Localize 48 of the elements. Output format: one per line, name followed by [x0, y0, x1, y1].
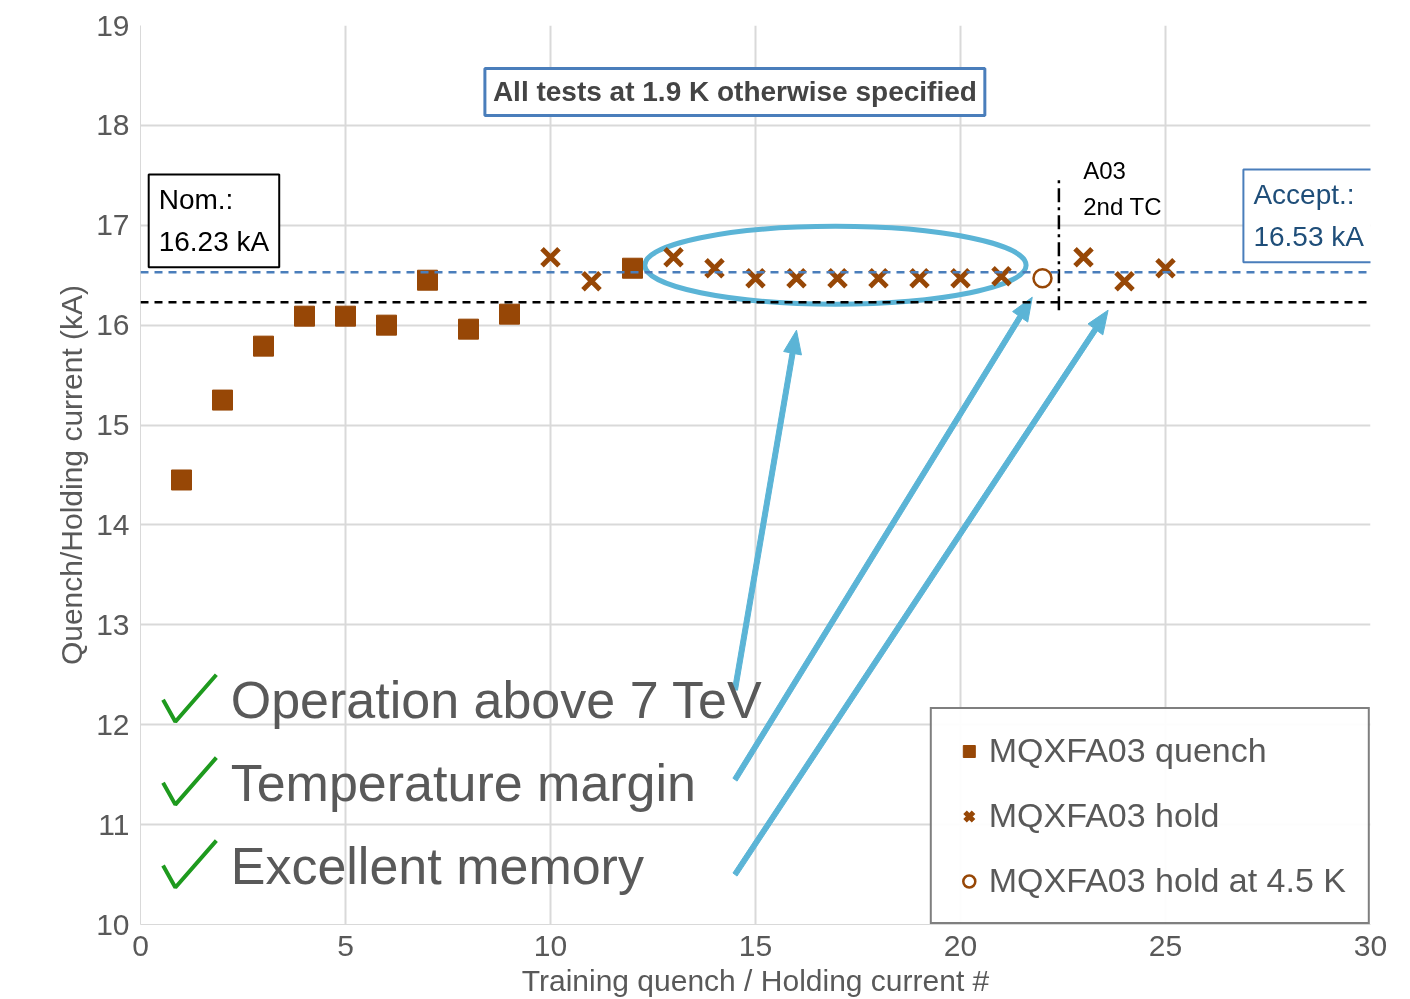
- y-tick-label: 18: [96, 108, 130, 142]
- point: [212, 389, 233, 411]
- point: [539, 246, 562, 269]
- y-tick-label: 11: [98, 807, 130, 841]
- point: [662, 246, 685, 269]
- point: [703, 257, 726, 280]
- x-tick-label: 25: [1148, 928, 1183, 962]
- point: [253, 335, 274, 357]
- y-tick-label: 16: [96, 308, 130, 342]
- point: [376, 314, 397, 336]
- annotation: Operation above 7 TeV: [230, 670, 762, 729]
- x-axis-title: Training quench / Holding current #: [521, 963, 990, 997]
- legend-label: MQXFA03 hold: [988, 796, 1220, 835]
- annotation: Temperature margin: [230, 753, 697, 812]
- x-tick-label: 30: [1353, 928, 1388, 962]
- y-tick-label: 19: [96, 8, 130, 42]
- legend-label: MQXFA03 hold at 4.5 K: [988, 861, 1346, 900]
- point: [335, 305, 356, 327]
- point: [622, 257, 643, 279]
- y-tick-label: 13: [96, 607, 130, 641]
- point: [1072, 246, 1095, 269]
- point: [990, 265, 1013, 288]
- point: [294, 305, 315, 327]
- point: [499, 303, 520, 325]
- y-axis-title: Quench/Holding current (kA): [55, 284, 89, 666]
- x-tick-label: 10: [533, 928, 568, 962]
- y-tick-label: 14: [96, 507, 130, 541]
- point: [1032, 267, 1053, 289]
- legend-label: MQXFA03 quench: [988, 731, 1267, 770]
- ref-line-label: Accept.: 16.53 kA: [1253, 179, 1365, 253]
- x-tick-label: 15: [738, 928, 773, 962]
- y-tick-label: 10: [96, 907, 130, 941]
- point: [949, 267, 972, 290]
- ref-line-label: Nom.: 16.23 kA: [158, 184, 270, 258]
- y-tick-label: 15: [96, 408, 130, 442]
- x-tick-label: 5: [337, 928, 354, 962]
- point: [171, 469, 192, 491]
- y-tick-label: 17: [96, 208, 130, 242]
- point: [458, 318, 479, 340]
- point: [1154, 257, 1177, 280]
- point: [908, 267, 931, 290]
- x-tick-label: 20: [943, 928, 978, 962]
- annotation: All tests at 1.9 K otherwise specified: [492, 76, 977, 108]
- annotation: Excellent memory: [230, 836, 644, 895]
- y-tick-label: 12: [96, 707, 130, 741]
- x-tick-label: 0: [132, 928, 149, 962]
- ref-line-label: A03 2nd TC: [1083, 156, 1162, 221]
- point: [417, 269, 438, 291]
